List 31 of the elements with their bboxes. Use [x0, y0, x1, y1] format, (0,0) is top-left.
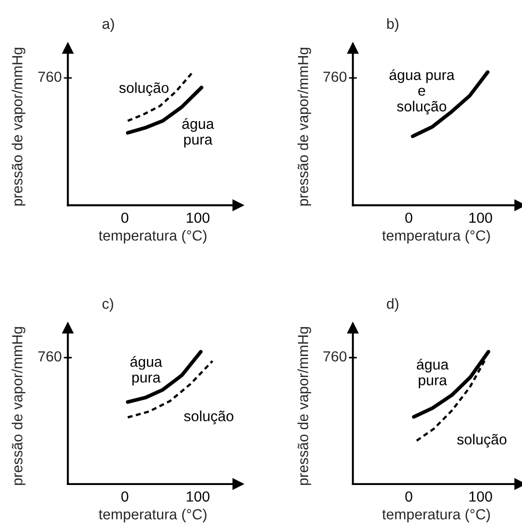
- series-label: água pura: [130, 356, 162, 386]
- text: 760: [323, 351, 346, 362]
- x-axis-title: temperatura (°C): [382, 230, 490, 244]
- y-axis-title: pressão de vapor/mmHg: [298, 327, 312, 485]
- x-tick-label: 100: [469, 212, 492, 223]
- chart-title: b): [387, 18, 398, 32]
- series-label: solução: [184, 410, 234, 424]
- x-tick-label: 0: [121, 491, 128, 502]
- y-axis-title: pressão de vapor/mmHg: [12, 48, 26, 206]
- x-tick-label: 0: [405, 212, 412, 223]
- series-label: água pura: [416, 358, 449, 388]
- text: 760: [38, 351, 62, 362]
- x-tick-label: 0: [405, 491, 412, 502]
- series-label: água pura: [182, 118, 214, 148]
- x-tick-label: 0: [121, 212, 128, 223]
- chart-title: c): [102, 298, 114, 312]
- text: 760: [38, 72, 62, 82]
- series-label: solução: [457, 434, 506, 448]
- chart-title: d): [386, 298, 398, 312]
- y-axis-title: pressão de vapor/mmHg: [298, 48, 312, 206]
- x-tick-label: 100: [469, 491, 492, 502]
- x-axis-title: temperatura (°C): [98, 508, 206, 522]
- text: 760: [323, 72, 346, 82]
- y-axis-title: pressão de vapor/mmHg: [12, 327, 26, 485]
- legend-label: água pura e solução: [390, 69, 455, 114]
- x-axis-title: temperatura (°C): [382, 508, 490, 522]
- x-tick-label: 100: [186, 212, 210, 223]
- chart-title: a): [102, 18, 114, 32]
- series-label: solução: [119, 82, 169, 96]
- x-tick-label: 100: [186, 491, 210, 502]
- x-axis-title: temperatura (°C): [98, 230, 206, 244]
